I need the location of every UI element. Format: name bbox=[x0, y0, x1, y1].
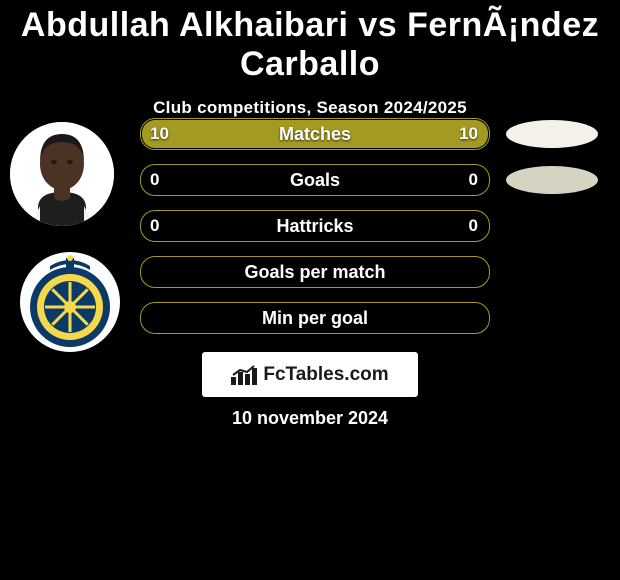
brand-text: FcTables.com bbox=[263, 364, 388, 386]
player-avatar bbox=[10, 122, 114, 226]
right-oval bbox=[506, 166, 598, 194]
stat-label: Hattricks bbox=[140, 210, 490, 242]
club-crest-icon bbox=[20, 252, 120, 352]
stat-right-value: 0 bbox=[469, 210, 478, 242]
date-text: 10 november 2024 bbox=[0, 408, 620, 429]
stat-left-value: 0 bbox=[150, 210, 159, 242]
chart-bars-icon bbox=[231, 365, 257, 385]
comparison-infographic: Abdullah Alkhaibari vs FernÃ¡ndez Carbal… bbox=[0, 0, 620, 580]
stat-label: Goals per match bbox=[140, 256, 490, 288]
club-badge bbox=[20, 252, 120, 352]
stat-label: Min per goal bbox=[140, 302, 490, 334]
page-title: Abdullah Alkhaibari vs FernÃ¡ndez Carbal… bbox=[0, 0, 620, 84]
stat-label: Goals bbox=[140, 164, 490, 196]
brand-badge: FcTables.com bbox=[202, 352, 418, 397]
player-silhouette-icon bbox=[10, 122, 114, 226]
stat-right-value: 10 bbox=[459, 118, 478, 150]
subtitle: Club competitions, Season 2024/2025 bbox=[0, 98, 620, 118]
stat-left-value: 10 bbox=[150, 118, 169, 150]
stat-right-value: 0 bbox=[469, 164, 478, 196]
stat-label: Matches bbox=[140, 118, 490, 150]
right-oval bbox=[506, 120, 598, 148]
stat-left-value: 0 bbox=[150, 164, 159, 196]
